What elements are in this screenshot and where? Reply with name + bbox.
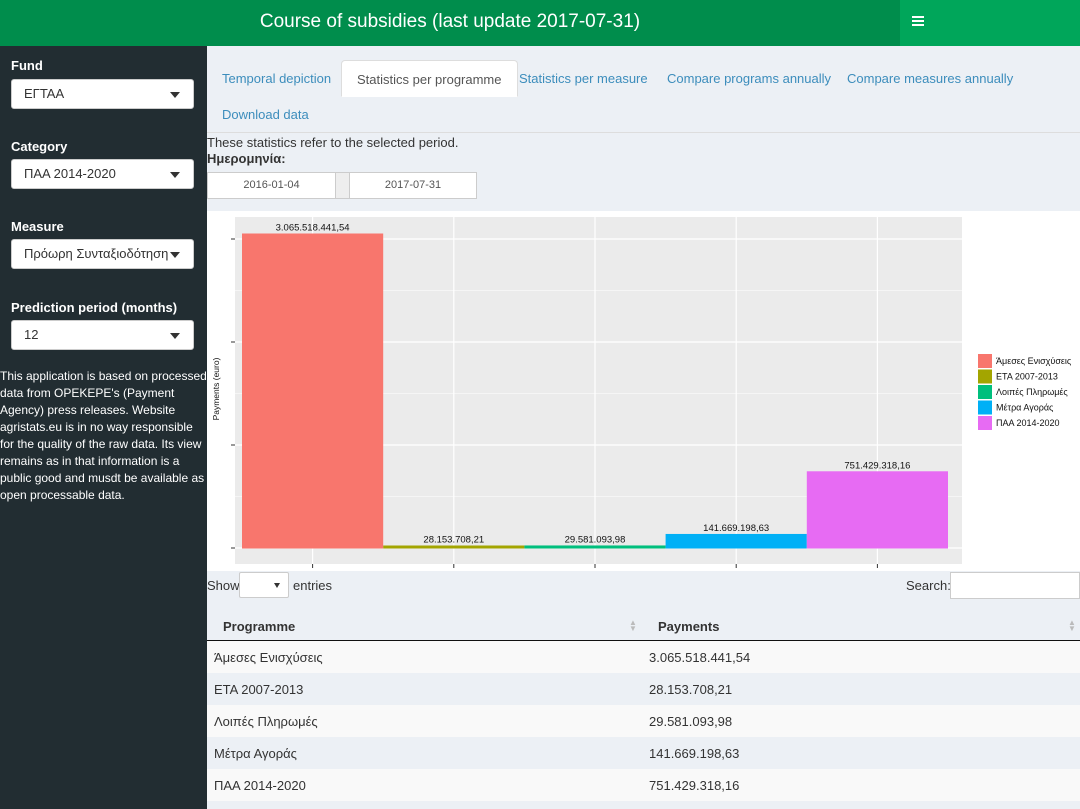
programme-cell: ΠΑΑ 2014-2020 — [214, 778, 306, 793]
data-label-0: 3.065.518.441,54 — [276, 223, 350, 234]
payments-cell: 29.581.093,98 — [649, 714, 733, 729]
app-title: Course of subsidies (last update 2017-07… — [259, 11, 641, 32]
data-label-4: 751.429.318,16 — [844, 460, 910, 471]
payments-cell: 141.669.198,63 — [649, 746, 740, 761]
tab-statistics-per-measure[interactable]: Statistics per measure — [519, 71, 648, 86]
category-select-value: ΠΑΑ 2014-2020 — [24, 166, 116, 181]
bar-0 — [242, 233, 384, 549]
date-to-input[interactable]: 2017-07-31 — [384, 179, 442, 191]
tab-compare-measures-annually[interactable]: Compare measures annually — [847, 71, 1014, 86]
table-row: Μέτρα Αγοράς 141.669.198,63 — [207, 737, 1080, 769]
legend-key-2 — [978, 385, 992, 399]
legend-key-4 — [978, 416, 992, 430]
table-row: Λοιπές Πληρωμές 29.581.093,98 — [207, 705, 1080, 737]
tab-bar: Temporal depiction Statistics per progra… — [207, 46, 1080, 133]
date-range-label: Ημερομηνία: — [207, 151, 286, 166]
payments-cell: 751.429.318,16 — [649, 778, 740, 793]
legend-label-0: Άμεσες Ενισχύσεις — [996, 356, 1072, 366]
header-right-area — [900, 0, 1080, 46]
sidebar: Fund ΕΓΤΑΑ Category ΠΑΑ 2014-2020 Measur… — [0, 46, 207, 809]
search-input[interactable] — [950, 572, 1080, 599]
bar-2 — [524, 545, 666, 549]
bar-4 — [806, 471, 948, 549]
entries-label: entries — [293, 578, 333, 593]
legend-label-4: ΠΑΑ 2014-2020 — [996, 418, 1060, 428]
bar-1 — [383, 545, 525, 549]
table-row: ΕΤΑ 2007-2013 28.153.708,21 — [207, 673, 1080, 705]
programme-table: Programme ▲ ▼ Payments ▲ ▼ Άμεσες Ενισχύσε… — [207, 609, 1080, 801]
table-row: ΠΑΑ 2014-2020 751.429.318,16 — [207, 769, 1080, 801]
app-header: Course of subsidies (last update 2017-07… — [0, 0, 900, 46]
tab-compare-programs-annually[interactable]: Compare programs annually — [667, 71, 832, 86]
chevron-down-icon — [170, 333, 180, 339]
programme-cell: ΕΤΑ 2007-2013 — [214, 682, 304, 697]
menu-toggle-icon[interactable] — [912, 16, 926, 30]
legend-key-0 — [978, 354, 992, 368]
fund-label: Fund — [11, 58, 43, 73]
tab-statistics-per-programme[interactable]: Statistics per programme — [341, 60, 518, 97]
show-label: Show — [207, 578, 240, 593]
payments-chart: 3.065.518.441,54 28.153.708,21 29.581.093,… — [207, 211, 1080, 571]
legend-label-1: ΕΤΑ 2007-2013 — [996, 372, 1058, 382]
sort-icon[interactable]: ▲ ▼ — [1068, 618, 1076, 633]
programme-cell: Άμεσες Ενισχύσεις — [214, 650, 323, 665]
legend-key-1 — [978, 369, 992, 384]
date-range-input: 2016-01-04 2017-07-31 — [207, 172, 477, 199]
measure-select-value: Πρόωρη Συνταξιοδότηση — [24, 246, 169, 261]
entries-select[interactable] — [239, 572, 289, 598]
data-label-3: 141.669.198,63 — [703, 523, 769, 534]
y-axis-label: Payments (euro) — [211, 357, 221, 420]
programme-cell: Λοιπές Πληρωμές — [214, 714, 318, 729]
prediction-label: Prediction period (months) — [11, 300, 178, 315]
chevron-down-icon — [170, 252, 180, 258]
measure-select[interactable]: Πρόωρη Συνταξιοδότηση — [11, 239, 194, 269]
fund-select-value: ΕΓΤΑΑ — [24, 86, 65, 101]
date-range-separator — [335, 173, 350, 198]
chevron-down-icon — [170, 172, 180, 178]
bar-3 — [665, 533, 807, 549]
date-from-input[interactable]: 2016-01-04 — [243, 179, 300, 191]
tab-temporal-depiction[interactable]: Temporal depiction — [222, 71, 332, 86]
tab-download-data[interactable]: Download data — [222, 107, 309, 122]
column-header-programme[interactable]: Programme — [223, 619, 296, 634]
data-label-1: 28.153.708,21 — [423, 535, 484, 546]
payments-cell: 3.065.518.441,54 — [649, 650, 751, 665]
chevron-down-icon — [274, 583, 280, 588]
prediction-select[interactable]: 12 — [11, 320, 194, 350]
search-label: Search: — [906, 578, 951, 593]
table-header: Programme ▲ ▼ Payments ▲ ▼ — [207, 609, 1080, 641]
column-header-payments[interactable]: Payments — [658, 619, 720, 634]
measure-label: Measure — [11, 219, 64, 234]
data-label-2: 29.581.093,98 — [565, 534, 626, 545]
legend-label-2: Λοιπές Πληρωμές — [996, 387, 1068, 397]
payments-cell: 28.153.708,21 — [649, 682, 733, 697]
disclaimer-text: This application is based on processed d… — [0, 369, 207, 502]
sort-icon[interactable]: ▲ ▼ — [629, 618, 637, 633]
fund-select[interactable]: ΕΓΤΑΑ — [11, 79, 194, 109]
category-select[interactable]: ΠΑΑ 2014-2020 — [11, 159, 194, 189]
period-info-text: These statistics refer to the selected p… — [207, 135, 459, 150]
programme-cell: Μέτρα Αγοράς — [214, 746, 297, 761]
payments-chart-svg: 3.065.518.441,54 28.153.708,21 29.581.093,… — [211, 217, 1072, 568]
table-row: Άμεσες Ενισχύσεις 3.065.518.441,54 — [207, 641, 1080, 673]
legend-key-3 — [978, 400, 992, 415]
legend-label-3: Μέτρα Αγοράς — [996, 403, 1054, 413]
prediction-select-value: 12 — [24, 327, 39, 342]
chevron-down-icon — [170, 92, 180, 98]
category-label: Category — [11, 139, 68, 154]
